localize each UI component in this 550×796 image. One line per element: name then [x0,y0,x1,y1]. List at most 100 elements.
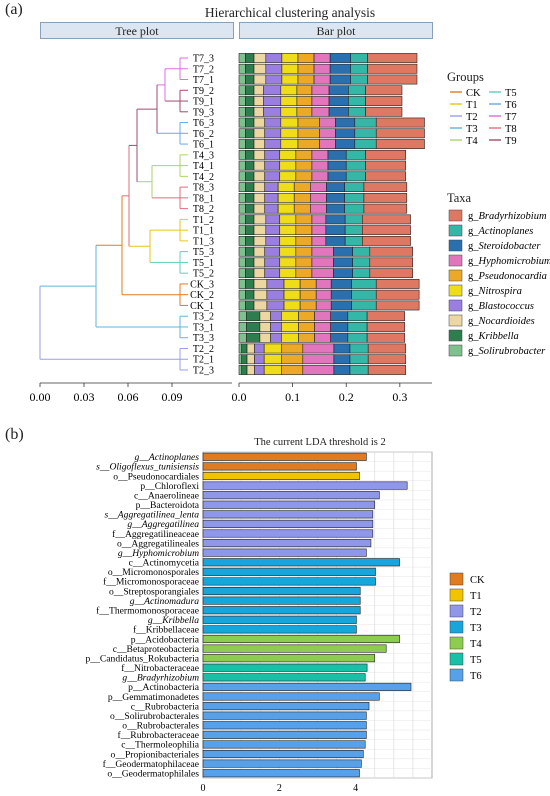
bar-segment [302,343,335,354]
bar-segment [253,225,267,236]
lda-legend-label: T1 [470,591,482,602]
bar-segment [367,365,407,375]
taxa-legend-label: g_Nitrospira [468,286,522,297]
group-legend-label: T9 [505,136,517,147]
bar-segment [295,257,313,268]
taxa-legend-label: g_Solirubrobacter [468,346,546,357]
bar-segment [345,171,366,182]
bar-segment [238,160,246,171]
bar-segment [279,149,297,160]
sample-label: T7_1 [193,75,214,86]
bar-segment [253,106,264,117]
bar-segment [238,203,246,214]
bar-segment [238,117,246,128]
bar-segment [265,63,283,74]
bar-segment [263,354,282,365]
bar-segment [314,311,331,322]
taxa-legend-swatch [448,284,463,297]
bar-segment [298,332,315,343]
sample-label: CK_3 [190,279,214,290]
lda-feature-label: p__Bacteroidota [136,500,200,511]
bar-segment [354,128,377,139]
bar-segment [354,139,377,149]
lda-bar [202,567,376,576]
bar-segment [297,128,320,139]
bar-segment [328,106,349,117]
bar-segment [352,268,371,279]
lda-feature-label: p__Gemmatimonadetes [108,692,199,703]
bar-segment [352,246,371,257]
bar-segment [253,128,266,139]
bar-segment [311,268,334,279]
bar-segment [365,160,407,171]
lda-bar [202,452,367,461]
bar-segment [329,63,351,74]
lda-feature-label: f__Kribbellaceae [133,625,199,636]
bar-segment [238,128,246,139]
bar-segment [365,85,403,96]
lda-bar [202,519,374,528]
bar-segment [333,268,353,279]
lda-bar [202,711,367,720]
bar-segment [351,289,377,300]
bar-segment [296,85,313,96]
bar-segment [345,149,366,160]
bar-segment [238,171,246,182]
bar-segment [280,106,298,117]
bar-segment [366,332,405,343]
lda-feature-label: p__Actinobacteria [128,682,200,693]
bar-segment [245,257,255,268]
taxa-legend-swatch [448,314,463,327]
bar-segment [245,214,255,225]
bar-segment [310,192,327,203]
bar-segment [363,182,408,193]
bar-segment [375,139,425,149]
bar-segment [238,149,246,160]
lda-feature-label: f__Thermomonosporaceae [96,606,199,617]
lda-feature-label: o__Solirubrobacterales [110,711,199,722]
bar-segment [362,225,411,236]
bar-x-tick-label: 0.1 [285,390,300,404]
bar-segment [265,214,281,225]
sample-label: T6_2 [193,129,214,140]
bar-segment [365,106,403,117]
lda-feature-label: o__Pseudonocardiales [113,471,199,482]
sample-label: T2_3 [193,366,214,377]
sample-label: T2_1 [193,355,214,366]
bar-segment [348,96,366,106]
lda-bar [202,769,360,778]
bar-segment [365,171,407,182]
bar-segment [344,235,363,246]
bar-segment [314,332,331,343]
bar-segment [253,257,266,268]
bar-segment [315,300,332,311]
taxa-legend-label: g_Blastococcus [468,301,534,312]
bar-segment [344,225,363,236]
taxa-legend-label: g_Pseudonocardia [468,271,547,282]
bar-segment [333,343,351,354]
bar-segment [245,246,255,257]
bar-segment [311,85,330,96]
bar-segment [253,160,266,171]
bar-segment [313,53,331,63]
sample-label: T2_2 [193,344,214,355]
lda-feature-label: c__Actinomycetia [129,558,200,569]
lda-bar [202,654,376,663]
bar-segment [369,257,413,268]
taxa-legend-swatch [448,254,463,267]
bar-segment [344,214,363,225]
bar-segment [279,235,297,246]
lda-feature-label: g__Aggregatilinea [127,519,199,530]
bar-segment [238,246,246,257]
lda-legend-swatch [449,652,464,666]
lda-legend-label: T4 [470,639,482,650]
lda-bar [202,625,357,634]
bar-segment [333,354,351,365]
bar-segment [327,149,347,160]
bar-segment [238,332,247,343]
bar-segment [315,289,332,300]
bar-segment [362,214,411,225]
bar-segment [351,279,377,289]
bar-plot-header: Bar plot [239,22,433,39]
bar-segment [325,214,346,225]
